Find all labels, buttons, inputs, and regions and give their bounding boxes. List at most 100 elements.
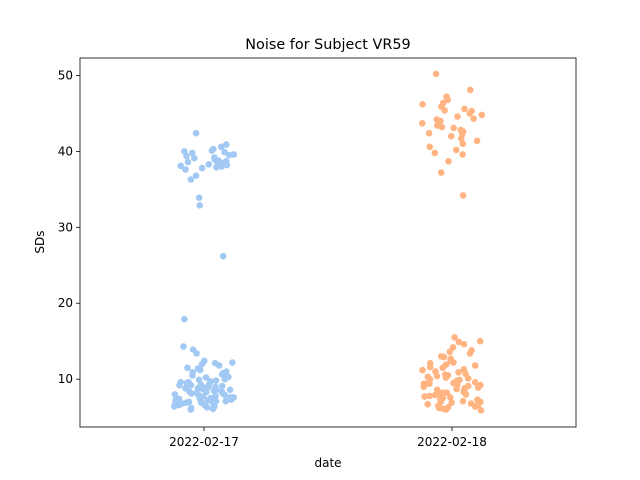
data-point xyxy=(195,194,203,201)
data-point xyxy=(198,360,206,368)
y-tick-label: 40 xyxy=(58,144,73,158)
data-point xyxy=(200,393,207,400)
data-point xyxy=(470,115,477,122)
data-point xyxy=(187,176,195,183)
data-point xyxy=(198,164,206,172)
data-point xyxy=(225,151,233,159)
y-tick-label: 30 xyxy=(58,220,73,234)
points-layer xyxy=(171,70,486,414)
data-point xyxy=(471,378,479,386)
data-point xyxy=(175,395,183,403)
data-point xyxy=(431,149,439,157)
data-point xyxy=(426,363,434,371)
data-point xyxy=(175,401,183,409)
plot-frame xyxy=(79,57,577,428)
data-point xyxy=(446,348,454,356)
data-point xyxy=(478,111,486,119)
data-point xyxy=(445,158,452,165)
data-point xyxy=(181,315,188,323)
data-point xyxy=(437,169,445,176)
data-point xyxy=(222,375,229,382)
data-point xyxy=(476,337,484,345)
data-point xyxy=(467,400,475,407)
data-point xyxy=(455,338,463,346)
data-point xyxy=(180,343,187,350)
data-point xyxy=(189,369,196,376)
data-point xyxy=(204,397,212,404)
x-axis: 2022-02-17 2022-02-18 xyxy=(169,427,487,449)
data-point xyxy=(454,381,461,388)
data-point xyxy=(185,378,192,386)
data-point xyxy=(222,397,229,405)
data-point xyxy=(182,399,190,407)
data-point xyxy=(230,394,237,401)
data-point xyxy=(182,166,189,173)
data-point xyxy=(473,137,481,145)
data-point xyxy=(219,389,226,397)
data-point xyxy=(188,390,195,397)
data-point xyxy=(442,361,450,369)
data-point xyxy=(448,399,455,407)
data-point xyxy=(419,101,426,108)
data-point xyxy=(184,158,192,166)
data-point xyxy=(440,99,447,107)
data-point xyxy=(187,406,195,413)
data-point xyxy=(426,392,434,400)
data-point xyxy=(466,110,474,117)
data-point xyxy=(171,391,179,398)
data-point xyxy=(426,380,433,388)
y-tick-label: 50 xyxy=(58,68,73,82)
data-point xyxy=(450,124,458,132)
data-point xyxy=(193,350,200,357)
y-axis: 10 20 30 40 50 xyxy=(58,68,80,386)
data-point xyxy=(183,152,190,160)
data-point xyxy=(442,374,450,381)
x-tick-label: 2022-02-18 xyxy=(417,435,487,449)
y-tick-label: 10 xyxy=(58,372,73,386)
data-point xyxy=(471,362,479,369)
data-point xyxy=(205,383,212,391)
data-point xyxy=(194,365,202,372)
data-point xyxy=(425,129,433,137)
data-point xyxy=(419,366,426,374)
data-point xyxy=(433,372,441,380)
data-point xyxy=(424,400,432,408)
data-point xyxy=(451,334,458,341)
data-point xyxy=(441,107,448,114)
data-point xyxy=(223,141,230,148)
data-point xyxy=(461,105,468,113)
data-point xyxy=(189,149,196,157)
y-axis-label: SDs xyxy=(33,230,47,253)
data-point xyxy=(229,359,236,366)
data-point xyxy=(467,86,474,94)
chart-title: Noise for Subject VR59 xyxy=(245,37,410,53)
data-point xyxy=(460,388,468,396)
data-point xyxy=(426,143,434,151)
data-point xyxy=(218,382,226,390)
data-point xyxy=(460,366,468,373)
data-point xyxy=(459,140,467,148)
data-point xyxy=(448,132,455,140)
data-point xyxy=(434,388,442,395)
data-point xyxy=(419,120,426,127)
data-point xyxy=(222,158,230,165)
data-point xyxy=(218,143,225,151)
data-point xyxy=(219,252,227,260)
data-point xyxy=(474,384,482,391)
data-point xyxy=(420,380,428,388)
data-point xyxy=(192,129,200,137)
data-point xyxy=(438,123,446,131)
data-point xyxy=(212,377,220,385)
data-point xyxy=(447,394,454,401)
data-point xyxy=(443,389,451,397)
data-point xyxy=(432,70,440,78)
data-point xyxy=(177,162,184,170)
data-point xyxy=(197,399,205,407)
data-point xyxy=(433,116,441,123)
data-point xyxy=(208,147,216,154)
data-point xyxy=(191,154,198,162)
data-point xyxy=(196,202,203,209)
data-point xyxy=(440,353,448,361)
data-point xyxy=(192,172,200,179)
